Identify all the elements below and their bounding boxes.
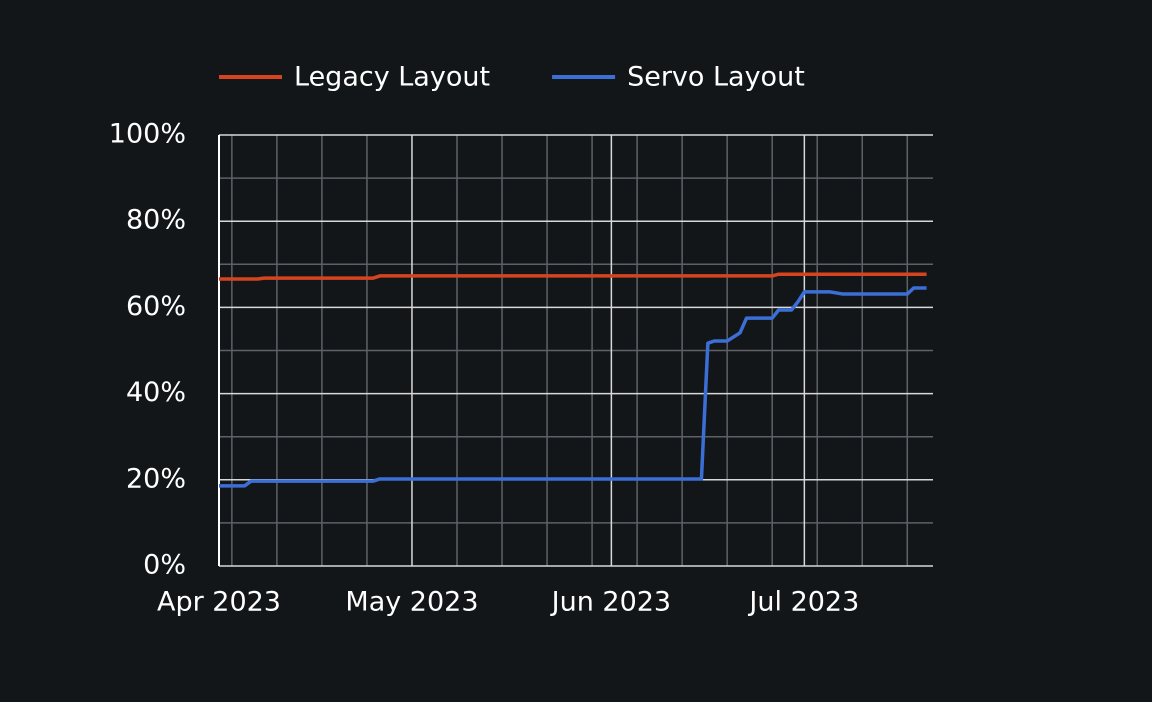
x-tick-label: Apr 2023 (157, 587, 281, 618)
y-tick-label: 100% (109, 119, 186, 150)
y-tick-label: 0% (143, 550, 186, 581)
y-tick-label: 80% (126, 205, 186, 236)
x-tick-label: May 2023 (345, 587, 478, 618)
legend-label: Servo Layout (627, 62, 805, 93)
y-tick-label: 60% (126, 291, 186, 322)
x-tick-label: Jun 2023 (550, 587, 671, 618)
line-series (219, 272, 927, 281)
legend-label: Legacy Layout (294, 62, 490, 93)
y-tick-label: 40% (126, 377, 186, 408)
x-tick-label: Jul 2023 (747, 587, 859, 618)
y-tick-label: 20% (126, 463, 186, 494)
line-series (219, 286, 927, 488)
